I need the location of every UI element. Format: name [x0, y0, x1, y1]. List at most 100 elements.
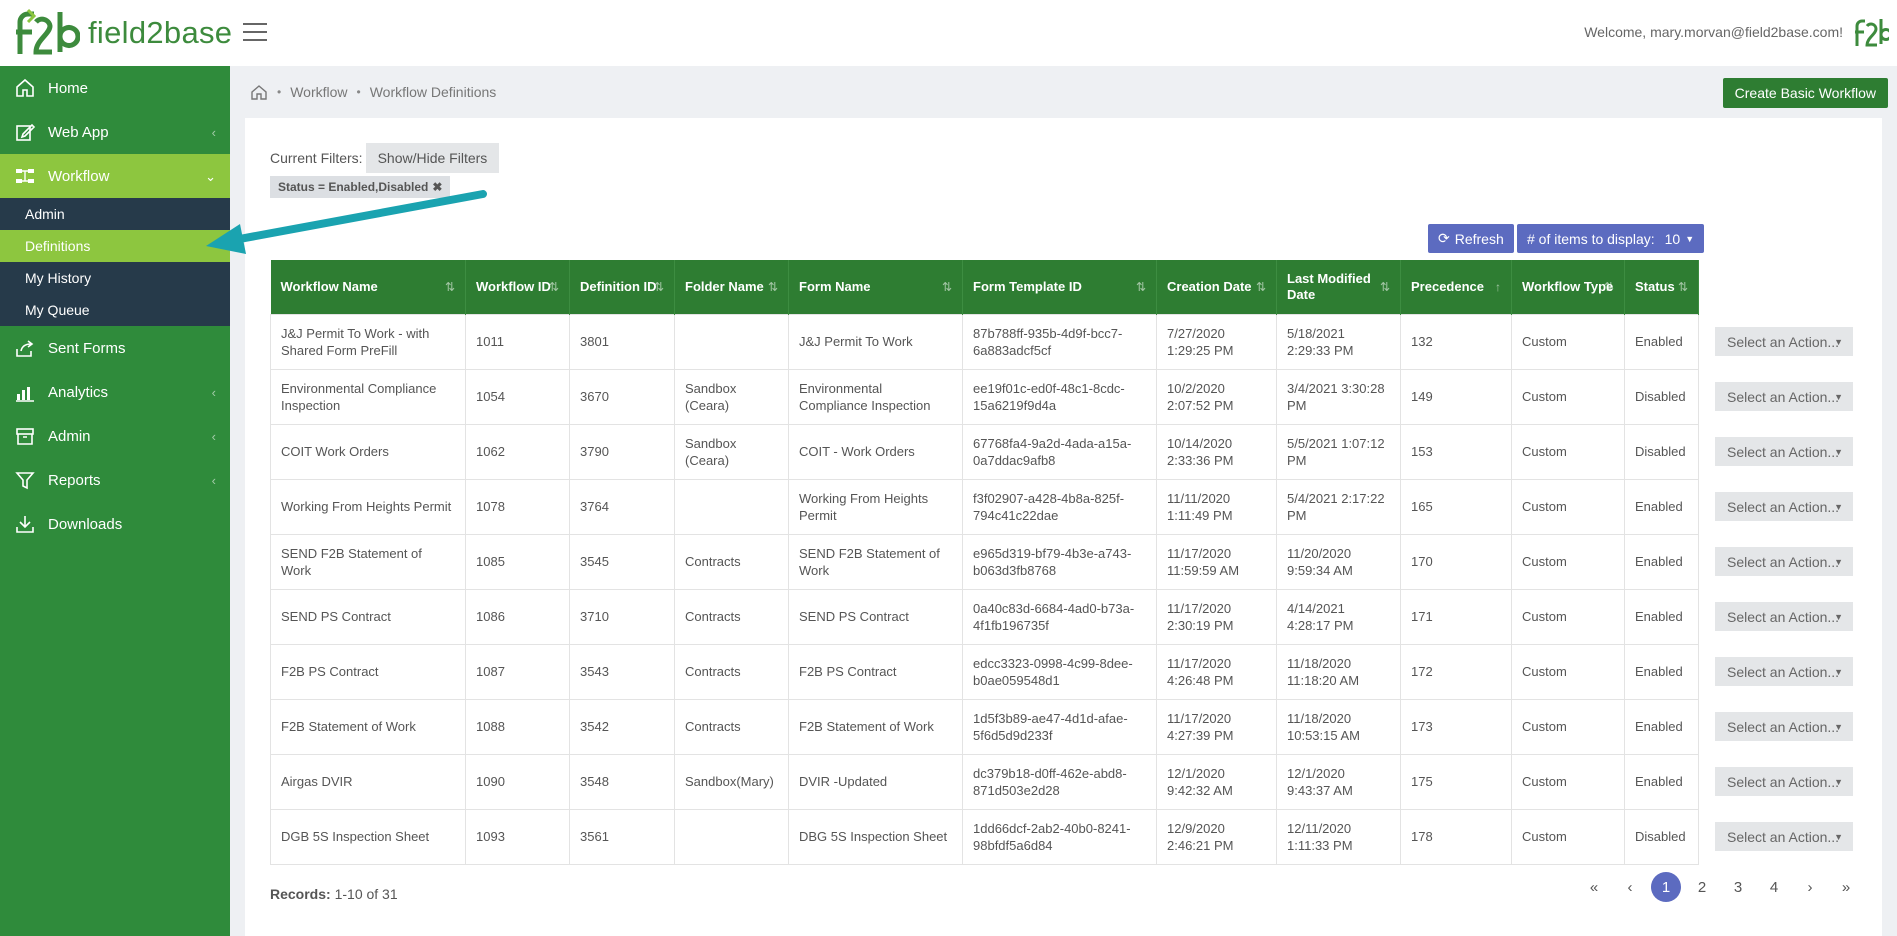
sort-icon[interactable]: ⇅: [941, 280, 952, 294]
select-action-dropdown[interactable]: Select an Action... ▼: [1715, 657, 1853, 686]
submenu-item-my-history[interactable]: My History: [25, 270, 92, 286]
caret-down-icon: ▼: [1685, 233, 1695, 244]
column-header[interactable]: Status ⇅: [1624, 260, 1699, 314]
column-header[interactable]: Form Name ⇅: [788, 260, 963, 314]
archive-icon: [12, 423, 38, 449]
sidebar-item-analytics[interactable]: Analytics ‹: [0, 370, 230, 414]
page-button[interactable]: 2: [1697, 878, 1707, 896]
page-nav-button[interactable]: «: [1589, 878, 1599, 896]
sidebar-item-downloads[interactable]: Downloads: [0, 502, 230, 546]
brand-name: field2base: [88, 15, 233, 50]
menu-toggle-icon[interactable]: [243, 23, 267, 43]
table-row[interactable]: Airgas DVIR 1090 3548 Sandbox(Mary) DVIR -Up…: [270, 753, 1699, 810]
table-cell: F2B PS Contract: [788, 643, 963, 700]
sidebar-item-sent-forms[interactable]: Sent Forms: [0, 326, 230, 370]
sidebar-item-label: Sent Forms: [48, 339, 126, 357]
sort-icon[interactable]: ⇅: [1255, 280, 1266, 294]
user-avatar-logo-icon[interactable]: [1853, 16, 1889, 48]
create-basic-workflow-button[interactable]: Create Basic Workflow: [1722, 78, 1888, 108]
column-header[interactable]: Workflow Name ⇅: [270, 260, 466, 314]
page-nav-button[interactable]: »: [1841, 878, 1851, 896]
breadcrumb-item-workflow[interactable]: Workflow: [290, 84, 348, 100]
table-cell: 11/18/2020 10:53:15 AM: [1276, 698, 1401, 755]
home-icon[interactable]: [250, 83, 268, 101]
sidebar-item-web-app[interactable]: Web App ‹: [0, 110, 230, 154]
breadcrumb-bar: • Workflow • Workflow Definitions Create…: [230, 66, 1897, 118]
items-to-display-dropdown[interactable]: # of items to display: 10 ▼: [1517, 224, 1705, 253]
select-action-dropdown[interactable]: Select an Action... ▼: [1715, 327, 1853, 356]
sort-icon[interactable]: ↑: [1495, 280, 1501, 294]
select-action-dropdown[interactable]: Select an Action... ▼: [1715, 822, 1853, 851]
select-action-dropdown[interactable]: Select an Action... ▼: [1715, 492, 1853, 521]
table-row[interactable]: F2B Statement of Work 1088 3542 Contracts F2…: [270, 698, 1699, 755]
select-action-dropdown[interactable]: Select an Action... ▼: [1715, 382, 1853, 411]
page-button[interactable]: 3: [1733, 878, 1743, 896]
caret-down-icon: ▼: [1834, 776, 1843, 787]
refresh-label: Refresh: [1454, 230, 1504, 247]
column-header-label: Folder Name: [685, 278, 764, 294]
show-hide-filters-button[interactable]: Show/Hide Filters: [365, 143, 500, 173]
sidebar-item-home[interactable]: Home: [0, 66, 230, 110]
select-action-label: Select an Action...: [1727, 553, 1840, 570]
table-cell: 170: [1400, 533, 1512, 590]
table-row[interactable]: SEND PS Contract 1086 3710 Contracts SEND PS…: [270, 588, 1699, 645]
sort-icon[interactable]: ⇅: [653, 280, 664, 294]
sort-icon[interactable]: ⇅: [1603, 280, 1614, 294]
filter-chip: Status = Enabled,Disabled ✖: [270, 176, 451, 198]
sort-icon[interactable]: ⇅: [1677, 280, 1688, 294]
table-row[interactable]: SEND F2B Statement of Work 1085 3545 Contra…: [270, 533, 1699, 590]
column-header[interactable]: Folder Name ⇅: [674, 260, 789, 314]
table-row[interactable]: Environmental Compliance Inspection 1054 3…: [270, 368, 1699, 425]
table-cell: Disabled: [1624, 808, 1699, 865]
sidebar-item-admin[interactable]: Admin ‹: [0, 414, 230, 458]
submenu-item-my-queue[interactable]: My Queue: [25, 302, 90, 318]
sidebar-item-reports[interactable]: Reports ‹: [0, 458, 230, 502]
sidebar-item-workflow[interactable]: Workflow ⌄: [0, 154, 230, 198]
column-header[interactable]: Creation Date ⇅: [1156, 260, 1277, 314]
table-cell: Custom: [1511, 368, 1625, 425]
sort-icon[interactable]: ⇅: [1135, 280, 1146, 294]
column-header[interactable]: Last Modified Date ⇅: [1276, 260, 1401, 314]
column-header[interactable]: Definition ID ⇅: [569, 260, 675, 314]
main-panel: Current Filters: Show/Hide Filters Statu…: [245, 118, 1882, 936]
table-cell: 12/1/2020 9:42:32 AM: [1156, 753, 1277, 810]
table-cell: 5/18/2021 2:29:33 PM: [1276, 313, 1401, 370]
table-row[interactable]: Working From Heights Permit 1078 3764 Worki…: [270, 478, 1699, 535]
table-cell: Enabled: [1624, 698, 1699, 755]
select-action-dropdown[interactable]: Select an Action... ▼: [1715, 767, 1853, 796]
welcome-text: Welcome, mary.morvan@field2base.com!: [1584, 24, 1843, 40]
page-nav-button[interactable]: ›: [1807, 878, 1813, 896]
sort-icon[interactable]: ⇅: [1379, 280, 1390, 294]
page-button[interactable]: 4: [1769, 878, 1779, 896]
page-button[interactable]: 1: [1651, 872, 1681, 902]
sort-icon[interactable]: ⇅: [767, 280, 778, 294]
column-header[interactable]: Form Template ID ⇅: [962, 260, 1157, 314]
select-action-dropdown[interactable]: Select an Action... ▼: [1715, 712, 1853, 741]
table-cell: 11/11/2020 1:11:49 PM: [1156, 478, 1277, 535]
table-row[interactable]: J&J Permit To Work - with Shared Form Pr…: [270, 313, 1699, 370]
workflow-icon: [12, 163, 38, 189]
submenu-item-definitions[interactable]: Definitions: [0, 230, 230, 262]
sort-icon[interactable]: ⇅: [444, 280, 455, 294]
table-row[interactable]: DGB 5S Inspection Sheet 1093 3561 DBG 5S In…: [270, 808, 1699, 865]
page-nav-button[interactable]: ‹: [1627, 878, 1633, 896]
column-header[interactable]: Precedence ↑: [1400, 260, 1512, 314]
select-action-dropdown[interactable]: Select an Action... ▼: [1715, 602, 1853, 631]
close-icon[interactable]: ✖: [432, 180, 443, 194]
select-action-dropdown[interactable]: Select an Action... ▼: [1715, 437, 1853, 466]
filter-chip-label: Status = Enabled,Disabled: [278, 180, 429, 194]
table-row[interactable]: COIT Work Orders 1062 3790 Sandbox (Ceara) C…: [270, 423, 1699, 480]
table-cell: 1093: [465, 808, 570, 865]
column-header[interactable]: Workflow ID ⇅: [465, 260, 570, 314]
submenu-item-admin[interactable]: Admin: [25, 206, 65, 222]
table-row[interactable]: F2B PS Contract 1087 3543 Contracts F2B PS C…: [270, 643, 1699, 700]
refresh-button[interactable]: ⟳ Refresh: [1428, 224, 1514, 253]
select-action-dropdown[interactable]: Select an Action... ▼: [1715, 547, 1853, 576]
sort-icon[interactable]: ⇅: [548, 280, 559, 294]
table-cell: DGB 5S Inspection Sheet: [270, 808, 466, 865]
sidebar-item-label: Analytics: [48, 383, 109, 401]
table-cell: 11/17/2020 11:59:59 AM: [1156, 533, 1277, 590]
column-header[interactable]: Workflow Type ⇅: [1511, 260, 1625, 314]
table-cell: Custom: [1511, 588, 1625, 645]
brand-logo[interactable]: field2base: [14, 8, 232, 58]
